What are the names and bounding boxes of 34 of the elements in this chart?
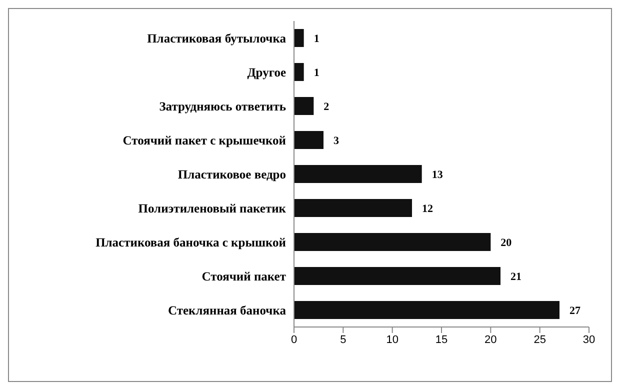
bar (294, 131, 324, 149)
x-tick-label: 25 (534, 334, 546, 346)
data-label: 27 (570, 304, 581, 317)
x-tick-label: 10 (386, 334, 398, 346)
x-tick-label: 5 (340, 334, 346, 346)
x-tick-label: 20 (484, 334, 497, 346)
data-label: 13 (432, 168, 444, 181)
bar (294, 267, 500, 285)
y-tick-label: Стоячий пакет с крышечкой (122, 133, 286, 148)
bar (294, 301, 560, 319)
bar (294, 165, 422, 183)
y-tick-label: Стоячий пакет (202, 269, 286, 284)
data-label: 21 (510, 270, 522, 283)
data-label: 1 (314, 66, 320, 79)
data-label: 12 (422, 202, 434, 215)
y-tick-label: Полиэтиленовый пакетик (138, 201, 287, 216)
x-tick-label: 30 (582, 334, 596, 346)
data-label: 1 (314, 32, 320, 45)
y-tick-label: Другое (247, 65, 286, 80)
bar (294, 29, 304, 47)
x-tick-label: 15 (435, 334, 448, 346)
data-label: 3 (334, 134, 340, 147)
y-tick-label: Пластиковая баночка с крышкой (96, 235, 286, 250)
y-tick-label: Пластиковое ведро (178, 167, 286, 182)
x-tick-label: 0 (290, 334, 298, 346)
bar (294, 233, 491, 251)
data-label: 2 (324, 100, 330, 113)
bar (294, 199, 412, 217)
y-tick-label: Затрудняюсь ответить (159, 99, 286, 114)
bar (294, 63, 304, 81)
data-label: 20 (500, 236, 512, 249)
y-tick-label: Пластиковая бутылочка (147, 31, 287, 46)
y-tick-label: Стеклянная баночка (168, 303, 287, 318)
bar (294, 97, 314, 115)
